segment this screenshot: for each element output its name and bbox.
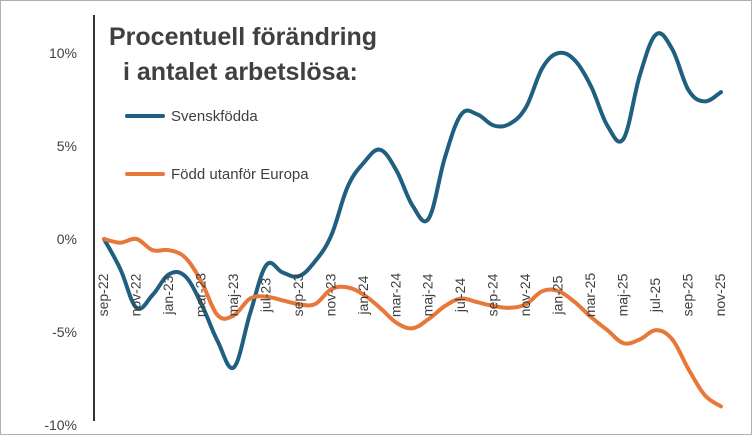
x-tick-label: jan-24 bbox=[355, 275, 371, 315]
x-tick-label: nov-23 bbox=[322, 273, 338, 316]
x-tick-label: maj-24 bbox=[420, 273, 436, 316]
x-tick-label: jan-23 bbox=[160, 275, 176, 315]
x-axis-tick-labels: sep-22 nov-22 jan-23 mar-23 maj-23 jul-23 sep-… bbox=[95, 273, 728, 318]
x-tick-label: nov-24 bbox=[517, 273, 533, 316]
x-tick-label: jul-24 bbox=[452, 278, 468, 313]
legend: Svenskfödda Född utanför Europa bbox=[125, 108, 309, 183]
y-axis-tick-labels: 10% 5% 0% -5% -10% bbox=[44, 45, 77, 433]
x-tick-label: nov-25 bbox=[712, 273, 728, 316]
x-tick-label: nov-22 bbox=[127, 273, 143, 316]
y-tick-label: 5% bbox=[57, 138, 77, 154]
series-line bbox=[102, 236, 723, 409]
legend-label-svenskfodda: Svenskfödda bbox=[171, 108, 258, 125]
x-tick-label: sep-24 bbox=[485, 273, 501, 316]
x-tick-label: mar-24 bbox=[387, 273, 403, 318]
x-tick-label: maj-23 bbox=[225, 273, 241, 316]
x-tick-label: mar-23 bbox=[192, 273, 208, 318]
series-line bbox=[102, 31, 723, 371]
chart-title-line-1: Procentuell förändring bbox=[109, 23, 377, 51]
x-tick-label: jul-23 bbox=[257, 278, 273, 313]
x-tick-label: jan-25 bbox=[550, 275, 566, 315]
x-tick-label: jul-25 bbox=[647, 278, 663, 313]
legend-label-fodd-utanfor-europa: Född utanför Europa bbox=[171, 166, 309, 183]
y-tick-label: 10% bbox=[49, 45, 77, 61]
y-tick-label: 0% bbox=[57, 231, 77, 247]
series-lines bbox=[102, 31, 723, 409]
y-tick-label: -10% bbox=[44, 417, 77, 433]
x-tick-label: mar-25 bbox=[582, 273, 598, 318]
x-tick-label: sep-23 bbox=[290, 273, 306, 316]
chart-title-line-2: i antalet arbetslösa: bbox=[123, 58, 358, 86]
x-tick-label: sep-22 bbox=[95, 273, 111, 316]
x-tick-label: sep-25 bbox=[680, 273, 696, 316]
x-tick-label: maj-25 bbox=[615, 273, 631, 316]
y-tick-label: -5% bbox=[52, 324, 77, 340]
